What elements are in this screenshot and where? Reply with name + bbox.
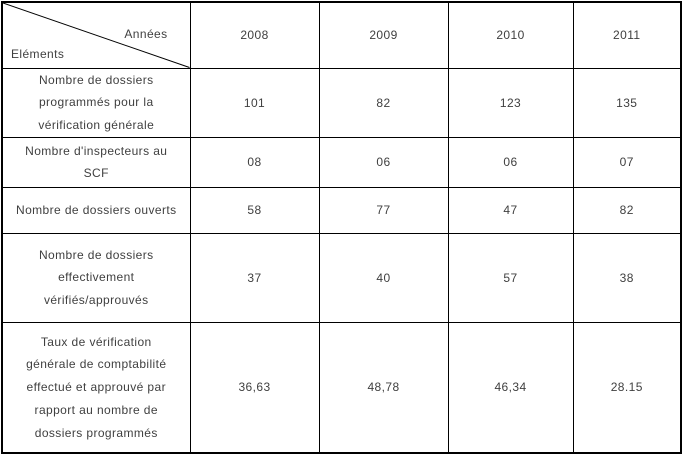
table-row: Nombre d'inspecteurs au SCF 08 06 06 07 xyxy=(1,136,682,188)
value-cell: 123 xyxy=(447,67,574,138)
value-cell: 38 xyxy=(572,232,682,323)
year-header-2009: 2009 xyxy=(318,1,449,69)
value-cell: 37 xyxy=(189,232,320,323)
value-cell: 07 xyxy=(572,136,682,188)
header-row: Années Eléments 2008 2009 2010 2011 xyxy=(1,1,682,69)
value-cell: 40 xyxy=(318,232,449,323)
value-cell: 58 xyxy=(189,186,320,234)
value-cell: 82 xyxy=(572,186,682,234)
value-cell: 06 xyxy=(318,136,449,188)
year-header-2010: 2010 xyxy=(447,1,574,69)
table-row: Taux de vérification générale de comptab… xyxy=(1,321,682,454)
row-label-inspecteurs-scf: Nombre d'inspecteurs au SCF xyxy=(1,136,191,188)
value-cell: 57 xyxy=(447,232,574,323)
value-cell: 77 xyxy=(318,186,449,234)
corner-label-elements: Eléments xyxy=(11,46,65,61)
diagonal-divider xyxy=(3,3,190,68)
year-header-2008: 2008 xyxy=(189,1,320,69)
value-cell: 47 xyxy=(447,186,574,234)
corner-label-annees: Années xyxy=(124,27,168,41)
value-cell: 08 xyxy=(189,136,320,188)
value-cell: 06 xyxy=(447,136,574,188)
table-row: Nombre de dossiers programmés pour la vé… xyxy=(1,67,682,138)
value-cell: 82 xyxy=(318,67,449,138)
corner-header-cell: Années Eléments xyxy=(1,1,191,69)
row-label-dossiers-verifies: Nombre de dossiers effectivement vérifié… xyxy=(1,232,191,323)
table-row: Nombre de dossiers ouverts 58 77 47 82 xyxy=(1,186,682,234)
table-row: Nombre de dossiers effectivement vérifié… xyxy=(1,232,682,323)
year-header-2011: 2011 xyxy=(572,1,682,69)
value-cell: 101 xyxy=(189,67,320,138)
value-cell: 48,78 xyxy=(318,321,449,454)
value-cell: 135 xyxy=(572,67,682,138)
value-cell: 36,63 xyxy=(189,321,320,454)
row-label-dossiers-ouverts: Nombre de dossiers ouverts xyxy=(1,186,191,234)
value-cell: 46,34 xyxy=(447,321,574,454)
row-label-taux-verification: Taux de vérification générale de comptab… xyxy=(1,321,191,454)
row-label-dossiers-programmes: Nombre de dossiers programmés pour la vé… xyxy=(1,67,191,138)
value-cell: 28.15 xyxy=(572,321,682,454)
